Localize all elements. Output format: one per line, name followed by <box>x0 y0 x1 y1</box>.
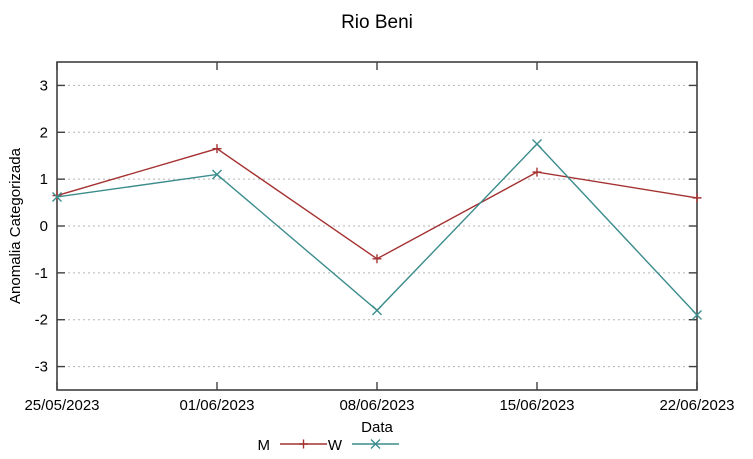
gridlines <box>58 84 696 368</box>
y-tick-label: 2 <box>40 124 48 141</box>
cross-marker <box>532 139 542 149</box>
series-M-line <box>56 147 698 260</box>
series-W-markers <box>52 139 702 321</box>
plus-marker <box>52 191 62 201</box>
x-tick-label: 08/06/2023 <box>339 397 414 414</box>
x-tick-label: 15/06/2023 <box>499 397 574 414</box>
y-tick-label: 0 <box>40 218 48 235</box>
plus-marker <box>532 167 542 177</box>
legend-label-W: W <box>328 437 343 454</box>
tick-marks <box>56 62 698 390</box>
legend-marker-M <box>299 439 308 449</box>
x-tick-label: 22/06/2023 <box>659 397 734 414</box>
x-tick-label: 25/05/2023 <box>24 397 99 414</box>
y-tick-label: 3 <box>40 77 48 94</box>
cross-marker <box>212 169 222 180</box>
cross-marker <box>52 191 62 202</box>
y-tick-label: -1 <box>35 265 48 282</box>
x-tick-label: 01/06/2023 <box>179 397 254 414</box>
plus-marker <box>212 144 222 154</box>
y-axis-label: Anomalia Categorizada <box>7 147 24 304</box>
plus-marker <box>692 193 702 203</box>
legend-label-M: M <box>258 437 271 454</box>
legend <box>280 439 399 449</box>
x-axis-label: Data <box>361 419 393 436</box>
legend-marker-W <box>370 439 381 449</box>
cross-marker <box>372 305 382 316</box>
cross-marker <box>692 310 702 321</box>
y-tick-label: -3 <box>35 359 48 376</box>
chart-title: Rio Beni <box>341 12 413 33</box>
series-W-line <box>56 142 698 316</box>
series-M-markers <box>52 144 702 264</box>
y-tick-label: 1 <box>40 171 48 188</box>
y-tick-label: -2 <box>35 312 48 329</box>
plus-marker <box>372 254 382 264</box>
